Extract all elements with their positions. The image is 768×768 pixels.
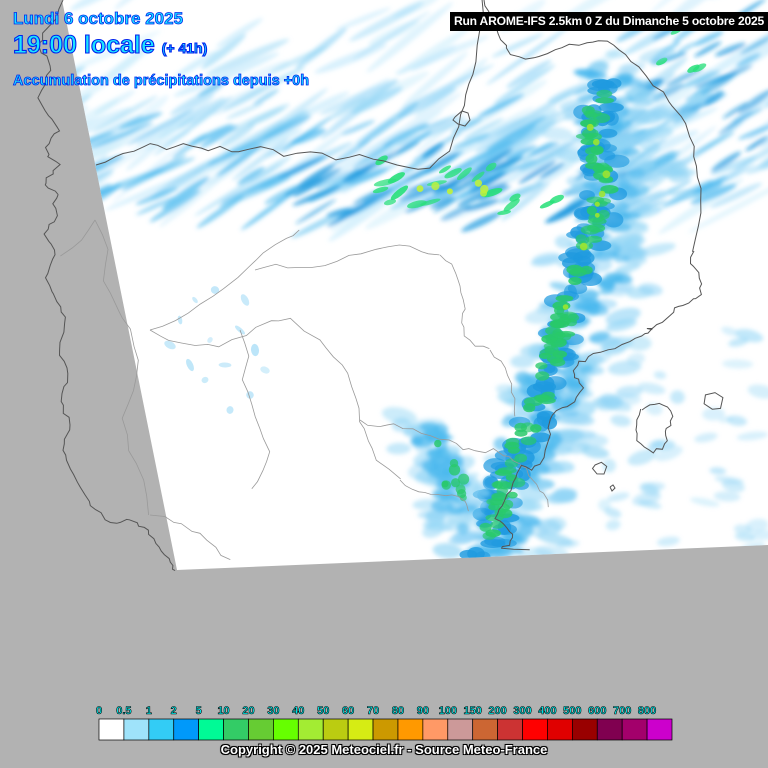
svg-text:150: 150 bbox=[464, 705, 482, 717]
svg-text:5: 5 bbox=[196, 705, 202, 717]
svg-text:0: 0 bbox=[96, 705, 102, 717]
svg-text:50: 50 bbox=[317, 705, 329, 717]
svg-text:200: 200 bbox=[488, 705, 506, 717]
svg-text:0.5: 0.5 bbox=[116, 705, 131, 717]
svg-text:20: 20 bbox=[242, 705, 254, 717]
svg-text:1: 1 bbox=[146, 705, 152, 717]
svg-text:80: 80 bbox=[392, 705, 404, 717]
svg-text:700: 700 bbox=[613, 705, 631, 717]
svg-text:10: 10 bbox=[217, 705, 229, 717]
svg-text:500: 500 bbox=[563, 705, 581, 717]
svg-text:70: 70 bbox=[367, 705, 379, 717]
svg-text:90: 90 bbox=[417, 705, 429, 717]
svg-text:60: 60 bbox=[342, 705, 354, 717]
svg-text:40: 40 bbox=[292, 705, 304, 717]
svg-text:600: 600 bbox=[588, 705, 606, 717]
svg-text:2: 2 bbox=[171, 705, 177, 717]
svg-text:400: 400 bbox=[538, 705, 556, 717]
svg-text:30: 30 bbox=[267, 705, 279, 717]
svg-text:300: 300 bbox=[513, 705, 531, 717]
svg-text:100: 100 bbox=[439, 705, 457, 717]
svg-text:800: 800 bbox=[638, 705, 656, 717]
